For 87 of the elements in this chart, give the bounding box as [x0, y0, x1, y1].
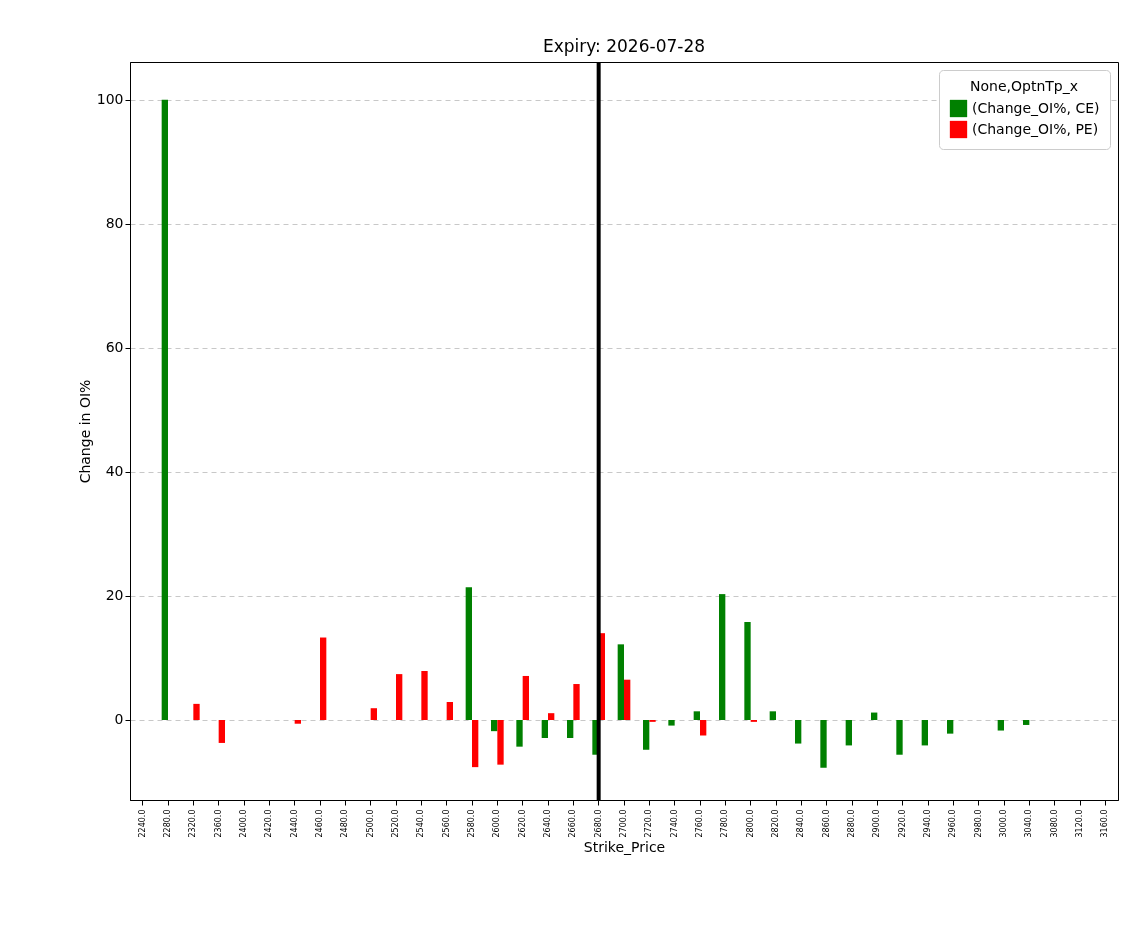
legend-label: (Change_OI%, CE) — [972, 99, 1100, 116]
bar — [294, 720, 301, 724]
bar — [617, 644, 624, 720]
x-tick-label: 2520.0 — [391, 809, 400, 838]
x-tick-label: 2460.0 — [315, 809, 324, 838]
x-tick-label: 2600.0 — [492, 809, 502, 838]
x-tick-label: 3000.0 — [999, 809, 1008, 838]
bar — [573, 684, 580, 720]
x-tick-label: 2620.0 — [517, 809, 527, 838]
x-tick-label: 2980.0 — [973, 809, 983, 838]
x-tick-label: 2580.0 — [467, 809, 476, 838]
x-tick-label: 2840.0 — [796, 809, 806, 838]
x-tick-label: 2640.0 — [543, 809, 552, 838]
x-tick-label: 3080.0 — [1049, 809, 1059, 838]
x-tick-label: 2800.0 — [745, 809, 755, 838]
bar — [744, 622, 751, 720]
bar — [997, 720, 1004, 731]
bar — [541, 720, 548, 738]
bar — [845, 720, 852, 746]
x-tick-label: 2760.0 — [695, 809, 704, 838]
x-tick-label: 2880.0 — [847, 809, 856, 838]
x-tick-label: 2700.0 — [619, 809, 628, 838]
x-tick-label: 2780.0 — [720, 809, 730, 838]
x-tick-label: 3120.0 — [1075, 809, 1084, 838]
bar — [795, 720, 802, 744]
chart-title: Expiry: 2026-07-28 — [542, 36, 706, 56]
x-tick-label: 2920.0 — [897, 809, 907, 838]
y-tick-label: 60 — [105, 339, 124, 356]
bar — [668, 720, 675, 726]
x-tick-label: 2720.0 — [644, 809, 654, 838]
y-tick-label: 20 — [105, 587, 124, 604]
bar — [769, 711, 776, 720]
y-tick-label: 0 — [114, 711, 124, 728]
legend-title: None,OptnTp_x — [970, 78, 1078, 94]
y-tick-label: 100 — [96, 91, 124, 108]
y-tick-label: 40 — [105, 463, 124, 480]
x-tick-label: 2400.0 — [239, 809, 248, 838]
x-tick-label: 2540.0 — [416, 809, 426, 838]
x-tick-label: 2480.0 — [340, 809, 350, 838]
x-tick-label: 2960.0 — [948, 809, 958, 838]
x-tick-label: 2280.0 — [163, 809, 172, 838]
bar — [820, 720, 827, 768]
bar — [396, 674, 403, 720]
x-tick-label: 2680.0 — [593, 809, 603, 838]
x-tick-label: 2240.0 — [137, 809, 147, 838]
x-tick-label: 2820.0 — [771, 809, 780, 838]
bar — [548, 713, 555, 720]
bar — [193, 703, 200, 720]
x-tick-label: 2940.0 — [923, 809, 932, 838]
x-tick-label: 3040.0 — [1024, 809, 1034, 838]
bar — [370, 708, 377, 720]
bar — [497, 720, 504, 765]
bar — [947, 720, 954, 734]
x-tick-label: 2500.0 — [365, 809, 375, 838]
bar — [421, 671, 428, 720]
bar — [1023, 720, 1030, 725]
x-axis-title: Strike_Price — [583, 839, 666, 856]
bar — [491, 720, 498, 732]
bar — [700, 720, 707, 736]
bar — [516, 720, 523, 747]
legend-label: (Change_OI%, PE) — [972, 120, 1099, 137]
y-axis-title: Change in OI% — [76, 379, 93, 484]
x-tick-label: 2360.0 — [213, 809, 223, 838]
x-tick-label: 2660.0 — [568, 809, 578, 838]
bar — [896, 720, 903, 755]
bar — [921, 720, 928, 746]
bar — [719, 594, 726, 720]
bar — [465, 587, 472, 720]
bar — [320, 637, 327, 720]
x-tick-label: 2860.0 — [821, 809, 831, 838]
x-tick-label: 2560.0 — [441, 809, 451, 838]
x-tick-label: 2740.0 — [669, 809, 679, 838]
bar — [446, 702, 453, 720]
x-tick-label: 2440.0 — [289, 809, 299, 838]
x-tick-label: 2420.0 — [264, 809, 274, 838]
bar — [624, 679, 631, 720]
bar — [472, 720, 479, 768]
x-tick-label: 2900.0 — [872, 809, 882, 838]
bar — [161, 99, 168, 720]
bar — [693, 711, 700, 720]
bar — [567, 720, 574, 738]
bar — [643, 720, 650, 750]
bar — [522, 675, 529, 720]
x-tick-label: 3160.0 — [1100, 809, 1110, 838]
x-tick-label: 2320.0 — [188, 809, 198, 838]
y-tick-label: 80 — [105, 215, 124, 232]
bar — [218, 720, 225, 743]
